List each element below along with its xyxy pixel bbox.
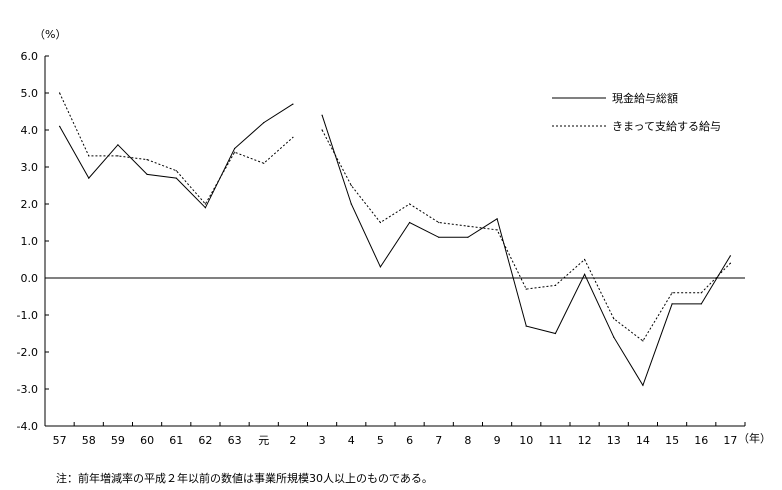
series-1-point: [146, 173, 148, 175]
x-tick-label: 61: [169, 434, 183, 447]
series-2-point: [700, 292, 702, 294]
series-1-point: [496, 218, 498, 220]
x-tick-label: 13: [607, 434, 621, 447]
series-1-point: [642, 384, 644, 386]
y-tick-label: -3.0: [17, 383, 38, 396]
x-tick-label: 59: [111, 434, 125, 447]
series-1-point: [263, 122, 265, 124]
x-tick-label: 15: [665, 434, 679, 447]
y-axis: 6.0 5.0 4.0 3.0 2.0 1.0 0.0 -1.0 -2.0 -3.0 -4.0: [17, 50, 49, 433]
series-2-point: [729, 262, 732, 264]
y-tick-label: -2.0: [17, 346, 38, 359]
series-2-point: [88, 155, 90, 157]
series-2-point: [117, 155, 119, 157]
series-2-point: [146, 159, 148, 161]
series-2-point: [379, 221, 382, 224]
series-1-line-segment-2: [321, 115, 731, 387]
x-axis: 57 58 59 60 61 62 63 元 2 3 4 5 6 7 8 9 10 11 12 13 14 15 16 17: [44, 277, 746, 447]
x-axis-unit-label: （年）: [738, 431, 771, 445]
series-1-point: [204, 207, 207, 209]
series-2-point: [58, 92, 61, 94]
series-1-point: [613, 336, 615, 338]
series-2-line-segment-2: [321, 129, 731, 342]
series-1-point: [117, 144, 119, 146]
x-tick-label: 58: [82, 434, 96, 447]
series-1-point: [379, 266, 382, 268]
series-1-point: [292, 103, 294, 105]
x-tick-label: 16: [694, 434, 708, 447]
legend-label-1: 現金給与総額: [612, 91, 678, 105]
x-tick-label: 60: [140, 434, 154, 447]
series-1-point: [525, 325, 527, 327]
series-1-point: [350, 203, 352, 205]
series-2-point: [408, 203, 411, 205]
x-tick-label: 12: [578, 434, 592, 447]
series-1-point: [175, 177, 177, 179]
series-2-point: [321, 129, 323, 131]
series-1-point: [408, 221, 411, 224]
x-tick-label: 57: [53, 434, 67, 447]
y-tick-label: 2.0: [21, 198, 39, 211]
y-tick-label: 0.0: [21, 272, 39, 285]
y-tick-label: 4.0: [21, 124, 39, 137]
series-2-point: [642, 340, 644, 342]
series-2-point: [671, 292, 673, 294]
series-2-point: [525, 288, 527, 290]
series-1-point: [88, 177, 90, 179]
x-tick-label: 62: [198, 434, 212, 447]
y-tick-label: 6.0: [21, 50, 39, 63]
series-2-point: [233, 151, 236, 153]
x-tick-label: 7: [435, 434, 442, 447]
series-1-point: [700, 303, 702, 305]
series-2-point: [292, 136, 294, 138]
footnote: 注：前年増減率の平成２年以前の数値は事業所規模30人以上のものである。: [56, 472, 433, 485]
series-1-point: [554, 332, 557, 335]
x-tick-label: 10: [519, 434, 533, 447]
series-1-point: [321, 114, 323, 116]
y-tick-label: 1.0: [21, 235, 39, 248]
series-2-point: [263, 162, 265, 164]
x-tick-label: 63: [228, 434, 242, 447]
y-tick-label: 5.0: [21, 87, 39, 100]
series-2-line-segment-1: [59, 92, 294, 205]
series-1-point: [671, 303, 673, 305]
series-2-point: [554, 284, 557, 286]
series-2-point: [496, 229, 498, 231]
series-2-point: [438, 221, 440, 224]
series-1-point: [233, 147, 236, 150]
series-1-point: [438, 236, 440, 238]
x-tick-label: 3: [319, 434, 326, 447]
x-tick-label: 8: [464, 434, 471, 447]
series-2-point: [175, 170, 177, 172]
series-2-point: [613, 318, 615, 320]
x-tick-label: 6: [406, 434, 413, 447]
series-2-point: [467, 225, 469, 227]
x-tick-label: 元: [258, 434, 269, 447]
series-2-point: [583, 258, 586, 261]
x-tick-label: 9: [494, 434, 501, 447]
y-tick-label: 3.0: [21, 161, 39, 174]
x-tick-label: 5: [377, 434, 384, 447]
y-tick-label: -1.0: [17, 309, 38, 322]
series-lines: [58, 92, 732, 387]
legend-label-2: きまって支給する給与: [612, 119, 721, 133]
series-1-point: [467, 236, 469, 238]
y-axis-unit-label: （%）: [34, 28, 66, 41]
x-tick-label: 4: [348, 434, 355, 447]
series-2-point: [350, 184, 352, 187]
x-tick-label: 2: [289, 434, 296, 447]
series-2-point: [204, 203, 207, 205]
y-tick-label: -4.0: [17, 420, 38, 433]
series-1-point: [58, 125, 61, 127]
series-1-point: [583, 273, 586, 275]
x-tick-label: 11: [548, 434, 562, 447]
series-1-point: [729, 255, 732, 257]
x-tick-label: 14: [636, 434, 650, 447]
series-1-line-segment-1: [59, 103, 294, 209]
x-tick-label: 17: [723, 434, 737, 447]
